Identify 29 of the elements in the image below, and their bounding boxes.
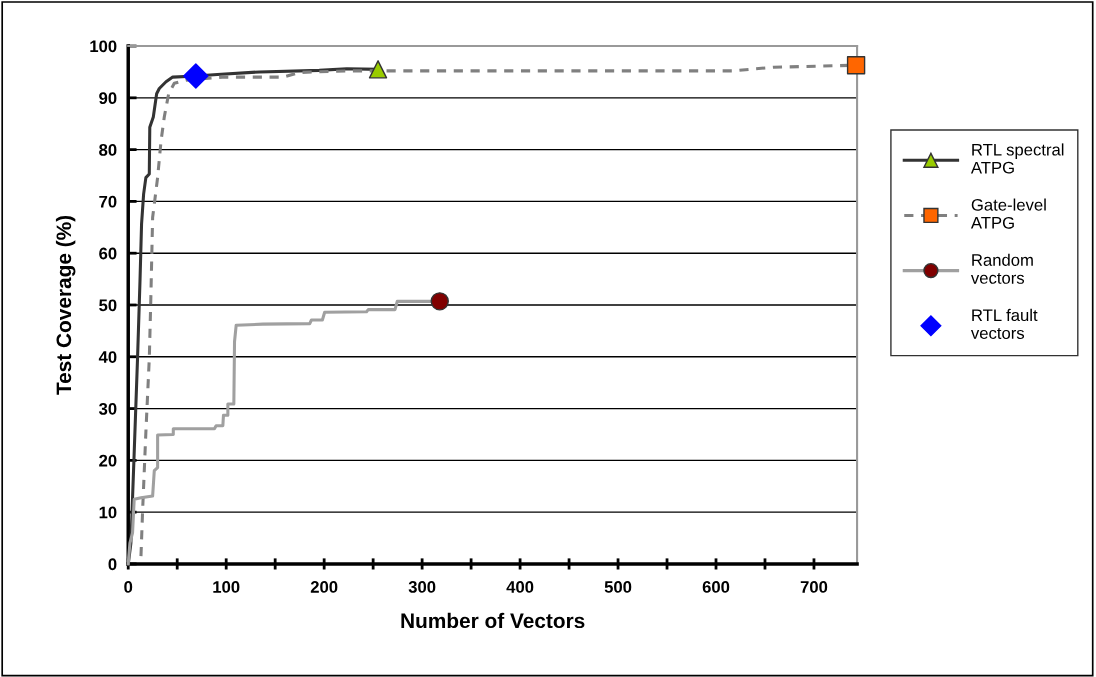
x-tick-label: 700	[800, 581, 828, 593]
y-tick-label: 90	[99, 92, 117, 105]
legend-label: Gate-level ATPG	[970, 198, 1046, 229]
y-tick-label: 70	[99, 195, 117, 208]
x-axis-title: Number of Vectors	[401, 612, 585, 629]
point	[846, 55, 866, 75]
x-tick-label: 0	[124, 581, 133, 593]
y-tick-label: 40	[98, 351, 117, 363]
y-tick-label: 30	[98, 402, 117, 415]
x-tick-label: 600	[702, 581, 730, 593]
x-tick-label: 100	[213, 581, 240, 593]
y-tick-label: 60	[99, 247, 117, 260]
legend-label: Random vectors	[970, 253, 1033, 284]
y-tick-label: 80	[99, 144, 117, 156]
x-tick-label: 300	[408, 581, 436, 593]
x-tick-label: 200	[310, 581, 338, 593]
point	[430, 292, 449, 311]
x-tick-label: 400	[506, 581, 534, 593]
y-axis-title: Test Coverage (%)	[55, 215, 76, 395]
y-tick-label: 10	[99, 506, 117, 519]
x-tick-label: 500	[604, 581, 632, 593]
y-tick-label: 100	[90, 40, 117, 53]
y-tick-label: 0	[108, 558, 117, 571]
y-tick-label: 20	[99, 454, 117, 467]
point	[183, 63, 209, 89]
point	[368, 60, 388, 79]
legend-label: RTL fault vectors	[970, 308, 1038, 340]
legend-label: RTL spectral ATPG	[970, 143, 1064, 174]
y-tick-label: 50	[99, 299, 117, 312]
